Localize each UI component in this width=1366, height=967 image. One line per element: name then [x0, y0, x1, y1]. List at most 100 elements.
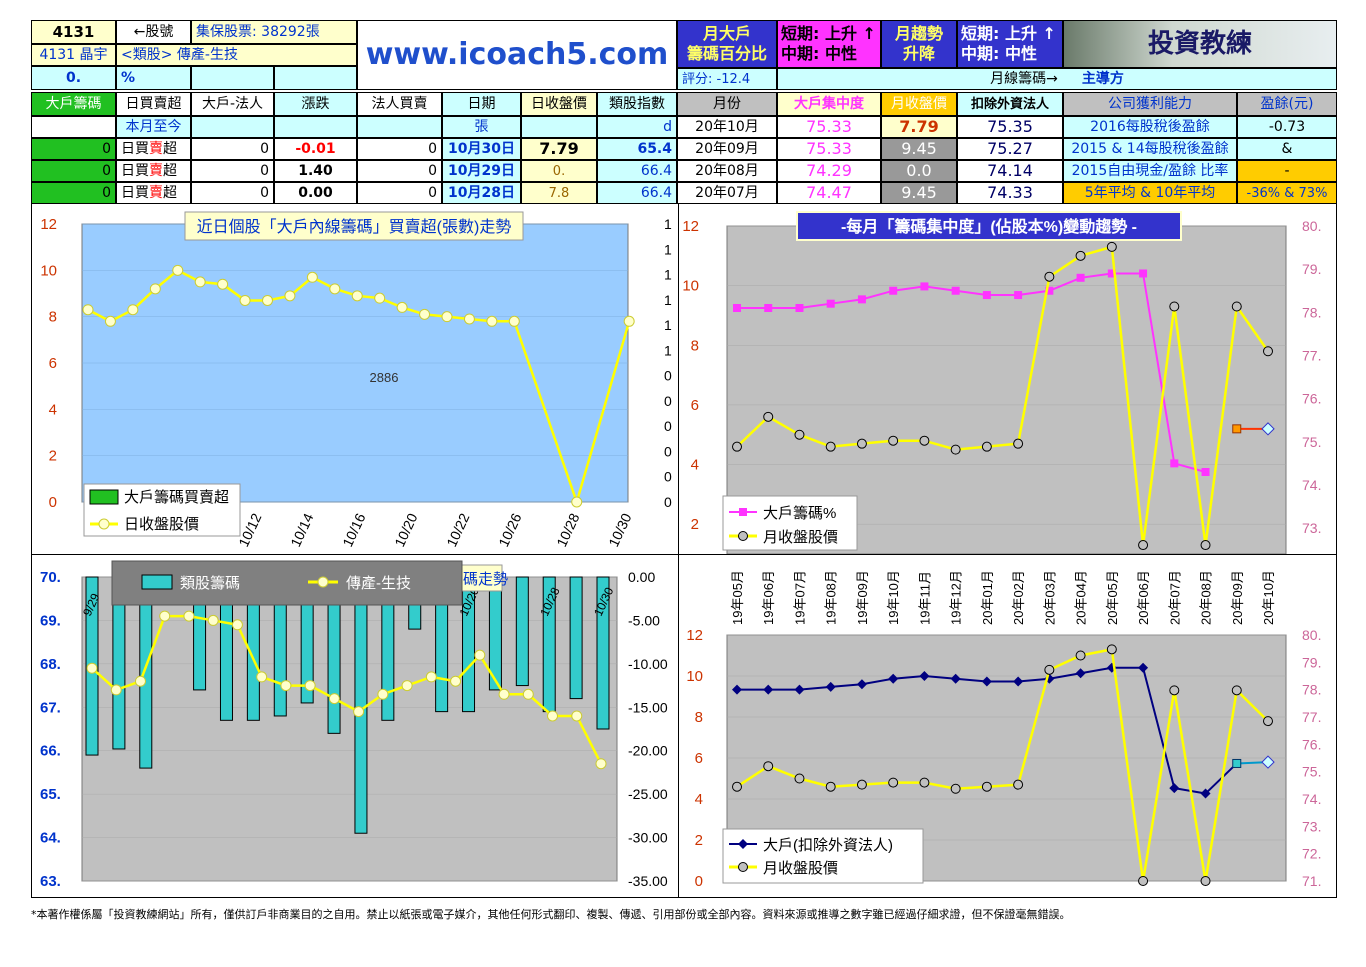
y-left-tick: 2: [691, 516, 699, 533]
big-holder-value: 0: [31, 138, 116, 160]
point-concentration: [1170, 459, 1179, 468]
series-line-close: [736, 245, 1270, 546]
close-price: 7.8: [521, 182, 597, 204]
point-close: [306, 271, 318, 283]
y-left-tick: 6: [49, 355, 57, 372]
point-close: [194, 276, 206, 288]
y-left-tick: 2: [49, 448, 57, 465]
y-left-tick: 0: [49, 494, 57, 511]
point-sector: [231, 619, 243, 631]
holder-minus-inst: 0: [191, 182, 274, 204]
point-close: [1013, 779, 1024, 790]
chart-monthly-concentration: 12 10 8 6 4 2 80. 79. 78. 77. 76. 75. 74. 73. -每月「籌碼集中…: [679, 203, 1337, 555]
sub-cell: [521, 116, 597, 138]
y-right-tick: 76.: [1302, 391, 1321, 407]
trade-date: 10月30日: [442, 138, 521, 160]
y-right-tick: 1: [664, 267, 672, 283]
point-close: [732, 441, 742, 452]
sub-cell: [274, 116, 357, 138]
sub-cell: [191, 116, 274, 138]
col-header: 漲跌: [274, 92, 357, 116]
point-close: [441, 311, 453, 323]
site-url[interactable]: www.icoach5.com: [357, 20, 677, 90]
y-right-tick: 75.: [1302, 434, 1321, 450]
point-concentration: [951, 286, 960, 295]
point-concentration: [1014, 291, 1023, 300]
y-right-tick: 73.: [1302, 520, 1321, 536]
buy-sell-label: 日買賣超: [116, 138, 191, 160]
point-close: [794, 429, 805, 440]
x-tick: 20年05月: [1105, 570, 1120, 625]
point-close: [856, 779, 867, 790]
point-concentration: [982, 291, 991, 300]
point-close: [1138, 876, 1149, 886]
point-close: [486, 315, 498, 327]
x-tick: 20年06月: [1136, 570, 1151, 625]
score: 評分: -12.4: [677, 68, 777, 90]
price-change: -0.01: [274, 138, 357, 160]
ex-foreign-cell: 75.35: [957, 116, 1063, 138]
holder-minus-inst: 0: [191, 160, 274, 182]
y-right-tick: 72.: [1302, 846, 1321, 862]
bar-sector-chips: [515, 576, 529, 687]
point-close: [1106, 644, 1117, 655]
point-latest: [1232, 424, 1242, 434]
point-close: [1075, 650, 1086, 661]
point-ex-foreign: [856, 679, 867, 690]
point-sector: [498, 688, 510, 700]
y-left-tick: 10: [686, 668, 703, 685]
bar-sector-chips: [354, 576, 368, 834]
y-right-tick: 0: [664, 393, 672, 409]
y-left-tick: 66.: [40, 743, 61, 760]
legend-label: 大戶籌碼買賣超: [124, 489, 229, 506]
month-close-cell: 9.45: [881, 182, 957, 204]
buy-sell-part: 日買: [121, 185, 149, 201]
point-close: [571, 496, 583, 508]
y-right-tick: 1: [664, 241, 672, 257]
point-close: [1044, 271, 1055, 282]
x-tick: 19年10月: [886, 570, 901, 625]
col-header: 類股指數: [597, 92, 677, 116]
x-tick: 19年11月: [917, 571, 932, 625]
point-close: [1075, 250, 1086, 261]
buy-sell-part: 賣: [149, 163, 163, 179]
point-close: [419, 308, 431, 320]
value-zero: 0.: [31, 66, 116, 90]
point-close: [1263, 346, 1273, 357]
sector-index: 66.4: [597, 160, 677, 182]
concentration-cell: 75.33: [777, 138, 881, 160]
x-tick: 10/20: [391, 511, 420, 550]
col-header: 扣除外資法人: [957, 92, 1063, 116]
legend-marker: [738, 531, 748, 541]
institutional-trade: 0: [357, 160, 442, 182]
x-tick: 10/26: [495, 511, 524, 550]
point-sector: [280, 680, 292, 692]
point-sector: [522, 688, 534, 700]
short-term-2: 短期: 上升 ↑: [961, 24, 1056, 43]
institutional-trade: 0: [357, 138, 442, 160]
point-concentration: [826, 299, 835, 308]
y-left-tick: 4: [695, 791, 703, 808]
x-tick: 20年10月: [1261, 570, 1276, 625]
point-close: [1169, 685, 1180, 696]
point-close: [329, 283, 341, 295]
profit-label-cell: 2015自由現金/盈餘 比率: [1063, 160, 1237, 182]
month-close-cell: 7.79: [881, 116, 957, 138]
legend-label: 大戶籌碼%: [763, 505, 836, 522]
percent-label: %: [116, 66, 191, 90]
y-right-tick: 1: [664, 292, 672, 308]
price-change: 1.40: [274, 160, 357, 182]
x-tick: 10/16: [339, 511, 368, 550]
col-header: 月份: [677, 92, 777, 116]
eps-cell: &: [1237, 138, 1337, 160]
point-concentration: [733, 304, 741, 312]
point-concentration: [920, 282, 929, 291]
stock-code: 4131: [31, 20, 116, 44]
point-ex-foreign: [1013, 676, 1024, 687]
month-to-date: 本月至今: [116, 116, 191, 138]
y-left-tick: 6: [695, 750, 703, 767]
col-header: 日買賣超: [116, 92, 191, 116]
concentration-cell: 74.29: [777, 160, 881, 182]
col-header: 法人買賣: [357, 92, 442, 116]
point-ex-foreign: [950, 673, 961, 684]
